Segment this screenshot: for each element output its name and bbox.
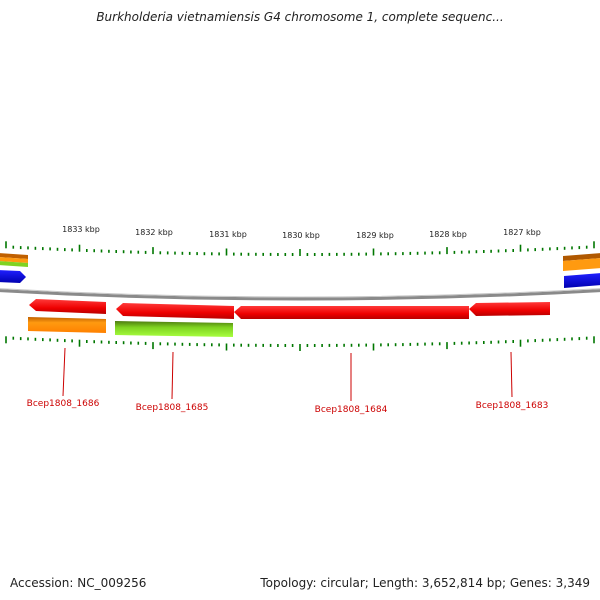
scale-label: 1829 kbp: [356, 231, 394, 240]
genome-summary-text: Topology: circular; Length: 3,652,814 bp…: [260, 576, 590, 590]
cog-feature-green[interactable]: [115, 321, 233, 337]
label-leader-line: [62, 347, 66, 397]
label-leader-line: [171, 351, 174, 400]
map-title: Burkholderia vietnamiensis G4 chromosome…: [96, 10, 504, 24]
cog-feature-orange[interactable]: [563, 253, 600, 261]
cog-feature-orange[interactable]: [0, 253, 28, 259]
gene-label[interactable]: Bcep1808_1683: [476, 401, 549, 411]
gene-label[interactable]: Bcep1808_1686: [27, 399, 100, 409]
genome-backbone: [0, 289, 600, 301]
cog-feature-orange[interactable]: [28, 317, 106, 333]
gene-label[interactable]: Bcep1808_1684: [315, 405, 388, 415]
cog-feature-blue[interactable]: [564, 273, 600, 288]
gene-label[interactable]: Bcep1808_1685: [136, 403, 209, 413]
scale-label: 1831 kbp: [209, 230, 247, 239]
scale-label: 1833 kbp: [62, 225, 100, 234]
scale-label: 1830 kbp: [282, 231, 320, 240]
cog-feature-blue[interactable]: [0, 270, 26, 283]
cog-feature-orange[interactable]: [563, 258, 600, 271]
gene-arrow[interactable]: [234, 306, 469, 319]
gene-arrow[interactable]: [469, 302, 550, 316]
cog-feature-orange[interactable]: [0, 257, 28, 263]
gene-arrow[interactable]: [29, 299, 106, 314]
scale-label: 1832 kbp: [135, 228, 173, 237]
cog-feature-green[interactable]: [0, 261, 28, 267]
accession-text: Accession: NC_009256: [10, 576, 147, 590]
genome-backbone-highlight: [0, 288, 600, 298]
scale-ticks-lower: [5, 336, 595, 351]
scale-label: 1828 kbp: [429, 230, 467, 239]
gene-arrow[interactable]: [116, 303, 234, 319]
scale-label: 1827 kbp: [503, 228, 541, 237]
label-leader-line: [510, 351, 513, 398]
scale-ticks-upper: [5, 241, 595, 256]
